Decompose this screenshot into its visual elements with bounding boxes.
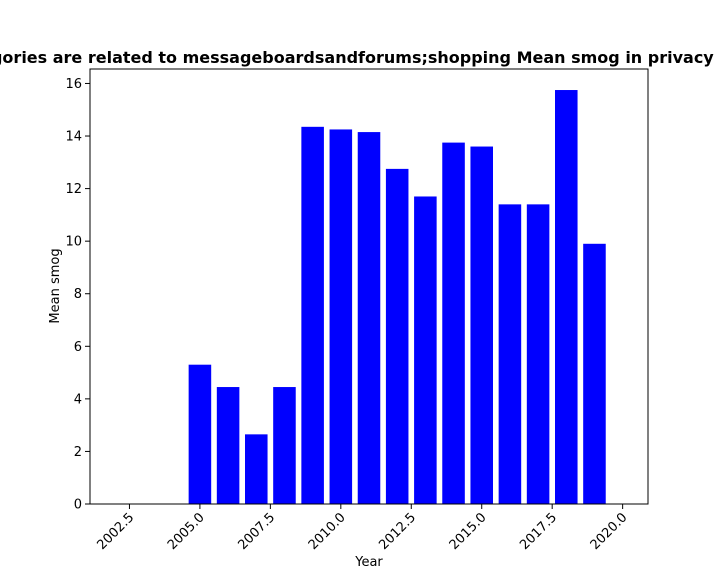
x-tick-label: 2012.5 [376,510,419,553]
bar-2008 [273,387,296,504]
y-axis-ticks: 0 2 4 6 8 10 12 14 16 [65,77,90,513]
y-tick-label: 4 [74,392,82,407]
x-tick-label: 2002.5 [95,510,138,553]
y-tick-label: 6 [74,340,82,355]
y-tick-label: 14 [65,130,82,145]
y-tick-label: 0 [74,498,82,513]
bar-2013 [414,196,437,505]
bar-2015 [470,146,493,505]
y-tick-label: 10 [65,235,82,250]
x-tick-label: 2020.0 [588,510,631,553]
x-tick-label: 2015.0 [447,510,490,553]
bar-2017 [526,204,550,505]
bar-2014 [442,142,465,504]
x-tick-label: 2010.0 [306,510,349,553]
bar-2006 [216,387,240,504]
bar-2019 [583,243,606,505]
plot-frame [89,68,649,505]
x-axis-ticks: 2002.5 2005.0 2007.5 2010.0 2012.5 2015.0 2017… [95,504,631,553]
bar-2010 [329,129,353,504]
bar-2009 [301,126,324,504]
bar-2018 [555,90,578,504]
x-tick-label: 2005.0 [165,510,208,553]
bar-2011 [357,132,381,504]
y-axis-label: Mean smog [48,248,63,323]
y-tick-label: 8 [74,287,82,302]
chart-title: Categories are related to messageboardsa… [0,48,720,67]
y-tick-label: 12 [65,182,82,197]
bar-2007 [245,434,268,504]
bar-2005 [188,364,212,504]
bars-group [188,90,606,505]
x-tick-label: 2017.5 [517,510,560,553]
bar-2016 [498,204,522,505]
x-axis-label: Year [354,555,383,570]
bar-2012 [385,168,409,504]
y-tick-label: 16 [65,77,82,92]
x-tick-label: 2007.5 [235,510,278,553]
y-tick-label: 2 [74,445,82,460]
